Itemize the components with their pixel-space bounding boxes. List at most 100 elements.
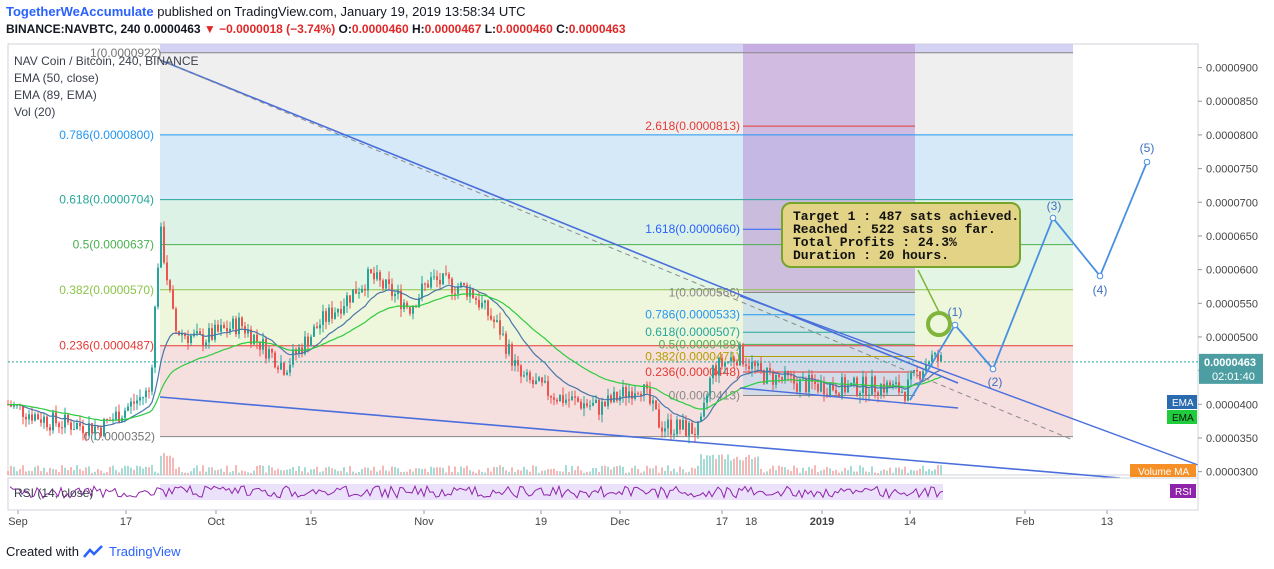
candle-body [502,333,504,335]
x-tick-label: 19 [535,516,547,528]
high-label: H: [411,22,425,36]
y-tick-label: 0.0000700 [1206,197,1258,209]
x-tick-label: 2019 [810,516,834,528]
wedge-lower-line [739,387,959,409]
candle-body [490,315,492,320]
volume-bar [370,470,372,475]
volume-bar [76,465,78,475]
volume-bar [133,469,135,475]
candle-body [592,402,594,406]
candle-body [322,311,324,325]
volume-bar [94,471,96,475]
volume-bar [313,469,315,475]
volume-bar [142,468,144,475]
volume-bar [541,470,543,475]
volume-bar [838,472,840,475]
volume-bar [874,472,876,475]
volume-bar [865,471,867,475]
volume-bar [52,469,54,475]
candle-body [340,308,342,314]
volume-bar [685,472,687,475]
volume-bar [22,465,24,475]
elliott-wave-projection [909,161,1148,401]
tradingview-brand[interactable]: TradingView [108,544,181,559]
low-label: L: [484,22,497,36]
candle-body [457,287,459,294]
candle-body [910,372,912,380]
fib2-label-2: 1(0.0000566) [669,285,740,299]
volume-bar [19,469,21,475]
candle-body [466,284,468,297]
volume-bar [145,466,147,475]
candle-body [511,344,513,366]
candle-body [274,352,276,368]
author-link[interactable]: TogetherWeAccumulate [6,4,154,19]
wave-label-3: (3) [1047,199,1062,213]
candle-body [37,414,39,420]
volume-bar [316,466,318,475]
volume-bar [853,471,855,475]
candle-body [427,283,429,288]
volume-bar [742,460,744,475]
candle-body [211,328,213,340]
candle-body [487,300,489,316]
volume-bar [667,465,669,475]
candle-body [763,370,765,384]
candle-body [940,354,942,362]
candle-body [607,395,609,407]
candle-body [595,399,597,403]
candle-body [481,302,483,308]
published-text: published on TradingView.com, January 19… [157,4,526,19]
volume-bar [91,472,93,475]
candle-body [796,383,798,392]
volume-bar [886,470,888,475]
candle-body [496,320,498,322]
candle-body [526,372,528,376]
volume-bar [211,467,213,475]
candle-body [769,368,771,372]
volume-bar [754,457,756,475]
volume-bar [262,465,264,475]
volume-bar [445,472,447,475]
fib-label-0: 0.786(0.0000800) [59,128,154,142]
candle-body [889,382,891,388]
volume-bar [595,468,597,475]
volume-bar [277,468,279,475]
candle-body [346,295,348,307]
x-tick-label: Nov [414,516,434,528]
candle-body [745,364,747,367]
candle-body [493,319,495,322]
candle-body [424,283,426,285]
volume-bar [802,467,804,475]
candle-body [100,427,102,436]
volume-bar [49,467,51,475]
candle-body [97,426,99,428]
volume-bar [403,471,405,475]
candle-body [343,306,345,314]
volume-bar [208,467,210,475]
volume-bar [385,470,387,475]
x-tick-label: 17 [716,516,728,528]
volume-bar [532,465,534,475]
candle-body [841,377,843,397]
volume-bar [730,460,732,475]
candle-body [577,397,579,402]
volume-bar [106,472,108,475]
volume-bar [346,472,348,475]
y-tick-label: 0.0000600 [1206,265,1258,277]
volume-bar [835,469,837,475]
volume-bar [808,467,810,475]
volume-bar [253,470,255,475]
candle-body [190,335,192,343]
current-price-badge [1199,353,1263,384]
candle-body [523,375,525,377]
candle-body [475,298,477,300]
candle-body [61,427,63,429]
volume-bar [919,468,921,475]
candle-body [460,282,462,288]
volume-bar [598,472,600,475]
volume-bar [493,466,495,475]
candle-body [10,404,12,407]
volume-bar [709,455,711,475]
wave-label-2: (2) [988,375,1003,389]
